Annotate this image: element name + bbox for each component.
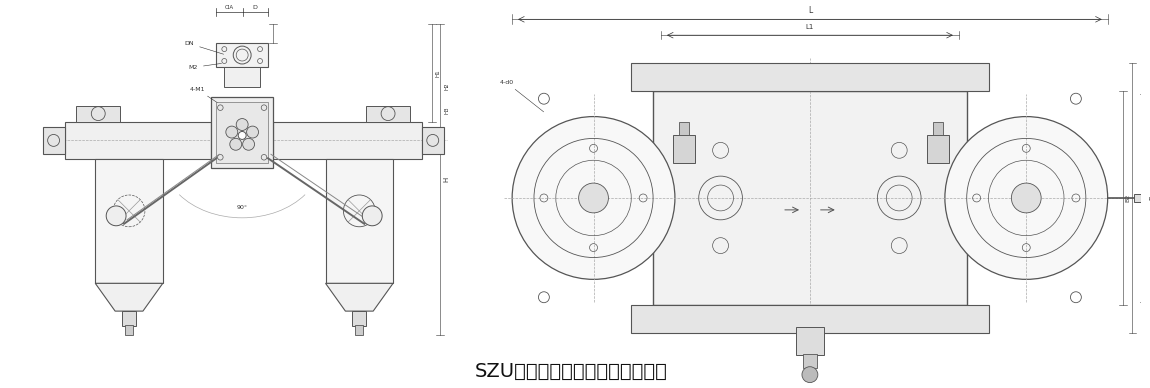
Text: L: L (807, 6, 812, 15)
Bar (64, 121, 212, 159)
Circle shape (945, 116, 1107, 279)
Bar (422, 126, 444, 154)
Circle shape (106, 206, 126, 226)
Bar (1134, 194, 1150, 202)
Circle shape (362, 206, 382, 226)
Text: H1: H1 (435, 69, 440, 77)
Text: SZU系列安装外形尺寸（可定制）: SZU系列安装外形尺寸（可定制） (474, 362, 667, 381)
Text: 90°: 90° (237, 205, 247, 210)
Bar (803, 354, 816, 368)
Bar (927, 135, 949, 163)
Text: 4-M1: 4-M1 (190, 87, 221, 105)
Circle shape (225, 126, 238, 138)
Circle shape (243, 138, 254, 150)
Text: H: H (444, 177, 450, 182)
Text: B2: B2 (1125, 194, 1130, 202)
Bar (631, 305, 989, 333)
Text: D: D (253, 5, 258, 10)
Bar (355, 325, 363, 335)
Circle shape (230, 138, 241, 150)
Bar (122, 311, 136, 326)
Circle shape (1011, 183, 1041, 213)
Bar (631, 63, 989, 91)
Bar (273, 121, 422, 159)
Bar (224, 67, 260, 87)
Bar (95, 159, 163, 283)
Bar (352, 311, 366, 326)
Text: H3: H3 (444, 107, 450, 114)
Text: CIA: CIA (224, 5, 233, 10)
Bar (933, 121, 943, 135)
Bar (216, 102, 268, 163)
Bar (366, 106, 409, 121)
Circle shape (802, 367, 818, 383)
Bar (216, 43, 268, 67)
Polygon shape (325, 283, 393, 311)
Bar (43, 126, 64, 154)
Bar (678, 121, 689, 135)
Bar (325, 159, 393, 283)
Text: L1: L1 (806, 24, 814, 30)
Text: 4-d0: 4-d0 (499, 80, 544, 112)
Bar (76, 106, 120, 121)
Text: B1: B1 (1135, 194, 1140, 202)
Bar (212, 97, 273, 168)
Circle shape (246, 126, 259, 138)
Circle shape (578, 183, 608, 213)
Circle shape (238, 132, 246, 139)
Bar (653, 91, 967, 305)
Bar (125, 325, 133, 335)
Circle shape (512, 116, 675, 279)
Text: DN: DN (185, 41, 223, 54)
Circle shape (236, 119, 248, 130)
Bar (796, 327, 823, 355)
Polygon shape (95, 283, 163, 311)
Text: H2: H2 (444, 82, 450, 90)
Text: M2: M2 (189, 63, 222, 70)
Bar (673, 135, 695, 163)
